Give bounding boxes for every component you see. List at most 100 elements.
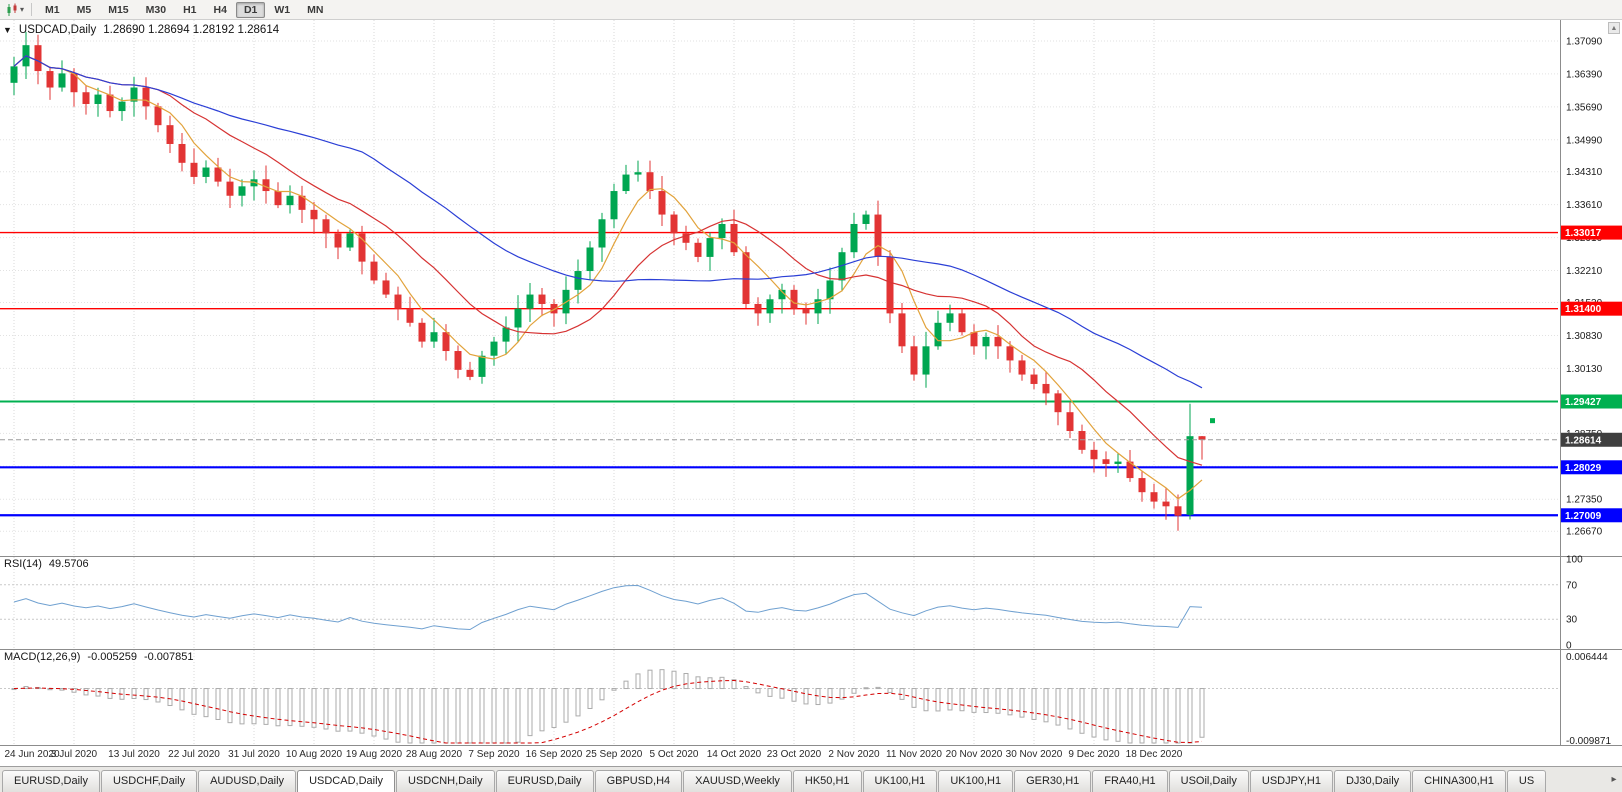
chart-tab-china300-h1[interactable]: CHINA300,H1 [1412, 770, 1506, 792]
timeframe-buttons: M1 M5 M15 M30 H1 H4 D1 W1 MN [37, 1, 331, 18]
toolbar-divider [31, 3, 33, 16]
timeframe-button-m15[interactable]: M15 [108, 3, 129, 16]
svg-text:1.33610: 1.33610 [1566, 200, 1603, 211]
chart-tab-usdcad-daily[interactable]: USDCAD,Daily [297, 770, 396, 792]
grid-layer [0, 20, 1558, 746]
price-marker [1210, 418, 1215, 424]
svg-text:1.34990: 1.34990 [1566, 135, 1603, 146]
svg-text:1.27009: 1.27009 [1565, 511, 1602, 522]
svg-text:1.31400: 1.31400 [1565, 304, 1602, 315]
chart-tabs-bar: EURUSD,Daily USDCHF,Daily AUDUSD,Daily USDC… [0, 766, 1622, 792]
candlestick-chart-icon[interactable] [4, 3, 20, 17]
svg-text:1.34310: 1.34310 [1566, 167, 1603, 178]
chart-tab-usdcnh-daily[interactable]: USDCNH,Daily [396, 770, 495, 792]
svg-text:1.35690: 1.35690 [1566, 102, 1603, 113]
svg-text:1.28614: 1.28614 [1565, 435, 1602, 446]
date-label: 19 Aug 2020 [345, 749, 403, 760]
date-label: 5 Oct 2020 [649, 749, 699, 760]
timeframe-button-h4[interactable]: H4 [213, 3, 227, 16]
date-label: 23 Oct 2020 [766, 749, 822, 760]
date-label: 25 Sep 2020 [585, 749, 643, 760]
chart-tab-uk100-h1[interactable]: UK100,H1 [938, 770, 1014, 792]
rsi-indicator-label: RSI(14) 49.5706 [4, 558, 89, 570]
chart-tab-fra40-h1[interactable]: FRA40,H1 [1092, 770, 1168, 792]
timeframe-button-mn[interactable]: MN [307, 3, 324, 16]
svg-text:0: 0 [1566, 641, 1572, 652]
price-badges-layer: 1.33017 1.31400 1.29427 1.28029 1.27009 1.286… [1561, 225, 1622, 523]
svg-text:1.30130: 1.30130 [1566, 364, 1603, 375]
chart-ohlc-values: 1.28690 1.28694 1.28192 1.28614 [103, 24, 280, 36]
svg-text:100: 100 [1566, 555, 1583, 566]
chart-tab-xauusd-weekly[interactable]: XAUUSD,Weekly [683, 770, 792, 792]
chart-area: 1.37090 1.36390 1.35690 1.34990 1.34310 1.336… [0, 20, 1622, 746]
timeframe-button-m30[interactable]: M30 [145, 3, 167, 16]
timeframe-toolbar: ▾ M1 M5 M15 M30 H1 H4 D1 W1 MN [0, 0, 1622, 20]
rsi-name: RSI(14) [4, 558, 42, 570]
macd-indicator-label: MACD(12,26,9) -0.005259 -0.007851 [4, 651, 194, 663]
chart-tab-usdjpy-h1[interactable]: USDJPY,H1 [1249, 770, 1333, 792]
svg-text:70: 70 [1566, 580, 1578, 591]
date-label: 3 Jul 2020 [50, 749, 98, 760]
rsi-line-layer [13, 584, 1203, 631]
date-label: 9 Dec 2020 [1068, 749, 1120, 760]
support-resistance-lines [0, 231, 1558, 517]
svg-text:1.26670: 1.26670 [1566, 527, 1603, 538]
timeframe-button-w1[interactable]: W1 [274, 3, 291, 16]
svg-text:1.33017: 1.33017 [1565, 228, 1602, 239]
svg-text:1.37090: 1.37090 [1566, 36, 1603, 47]
date-label: 2 Nov 2020 [828, 749, 880, 760]
chart-tab-gbpusd-h4[interactable]: GBPUSD,H4 [594, 770, 683, 792]
macd-name: MACD(12,26,9) [4, 651, 81, 663]
date-axis[interactable]: 24 Jun 2020 3 Jul 2020 13 Jul 2020 22 Jul 2… [0, 746, 1622, 766]
svg-text:0.006444: 0.006444 [1566, 652, 1608, 663]
svg-text:1.36390: 1.36390 [1566, 69, 1603, 80]
date-label: 7 Sep 2020 [468, 749, 520, 760]
chart-type-dropdown-icon[interactable]: ▾ [20, 5, 25, 14]
chart-tab-ger30-h1[interactable]: GER30,H1 [1014, 770, 1092, 792]
scale-scroll-up-button[interactable]: ▲ [1608, 22, 1620, 34]
macd-main-value: -0.005259 [87, 651, 137, 663]
chart-tabs: EURUSD,Daily USDCHF,Daily AUDUSD,Daily USDC… [0, 767, 1606, 792]
svg-text:-0.009871: -0.009871 [1566, 736, 1611, 746]
macd-layer [11, 669, 1205, 744]
rsi-value: 49.5706 [48, 558, 89, 570]
timeframe-button-m1[interactable]: M1 [45, 3, 60, 16]
svg-text:1.32210: 1.32210 [1566, 266, 1603, 277]
date-label: 14 Oct 2020 [706, 749, 762, 760]
chart-tab-dj30-daily[interactable]: DJ30,Daily [1333, 770, 1412, 792]
date-label: 11 Nov 2020 [886, 749, 942, 760]
timeframe-button-m5[interactable]: M5 [76, 3, 92, 16]
svg-text:1.30830: 1.30830 [1566, 331, 1603, 342]
chart-title: ▼ USDCAD,Daily 1.28690 1.28694 1.28192 1… [3, 24, 279, 36]
chart-tab-hk50-h1[interactable]: HK50,H1 [792, 770, 862, 792]
timeframe-button-h1[interactable]: H1 [183, 3, 197, 16]
chart-tab-usdchf-daily[interactable]: USDCHF,Daily [100, 770, 198, 792]
chart-tab-eurusd-daily[interactable]: EURUSD,Daily [2, 770, 100, 792]
chart-tab-usoil-daily[interactable]: USOil,Daily [1168, 770, 1249, 792]
chart-tab-uk100-h1[interactable]: UK100,H1 [862, 770, 938, 792]
chart-tab-eurusd-daily[interactable]: EURUSD,Daily [495, 770, 594, 792]
date-label: 24 Jun 2020 [4, 749, 60, 760]
date-label: 13 Jul 2020 [108, 749, 160, 760]
chart-symbol: USDCAD,Daily [18, 24, 97, 36]
chart-tab-us[interactable]: US [1506, 770, 1547, 792]
date-label: 30 Nov 2020 [1005, 749, 1063, 760]
price-chart-canvas[interactable]: 1.37090 1.36390 1.35690 1.34990 1.34310 1.336… [0, 20, 1622, 746]
macd-signal-value: -0.007851 [143, 651, 194, 663]
date-label: 20 Nov 2020 [945, 749, 1003, 760]
svg-text:30: 30 [1566, 615, 1578, 626]
date-label: 18 Dec 2020 [1125, 749, 1183, 760]
svg-text:1.27350: 1.27350 [1566, 495, 1603, 506]
date-label: 31 Jul 2020 [228, 749, 280, 760]
timeframe-button-d1[interactable]: D1 [235, 1, 266, 18]
chart-tab-audusd-daily[interactable]: AUDUSD,Daily [198, 770, 297, 792]
date-label: 22 Jul 2020 [168, 749, 220, 760]
svg-text:1.28029: 1.28029 [1565, 463, 1602, 474]
svg-text:1.29427: 1.29427 [1565, 397, 1602, 408]
date-label: 28 Aug 2020 [405, 749, 463, 760]
moving-averages-layer [13, 55, 1203, 500]
date-label: 10 Aug 2020 [285, 749, 343, 760]
tabs-scroll-right-icon[interactable]: ▸ [1611, 774, 1617, 785]
title-dropdown-icon[interactable]: ▼ [3, 25, 12, 35]
